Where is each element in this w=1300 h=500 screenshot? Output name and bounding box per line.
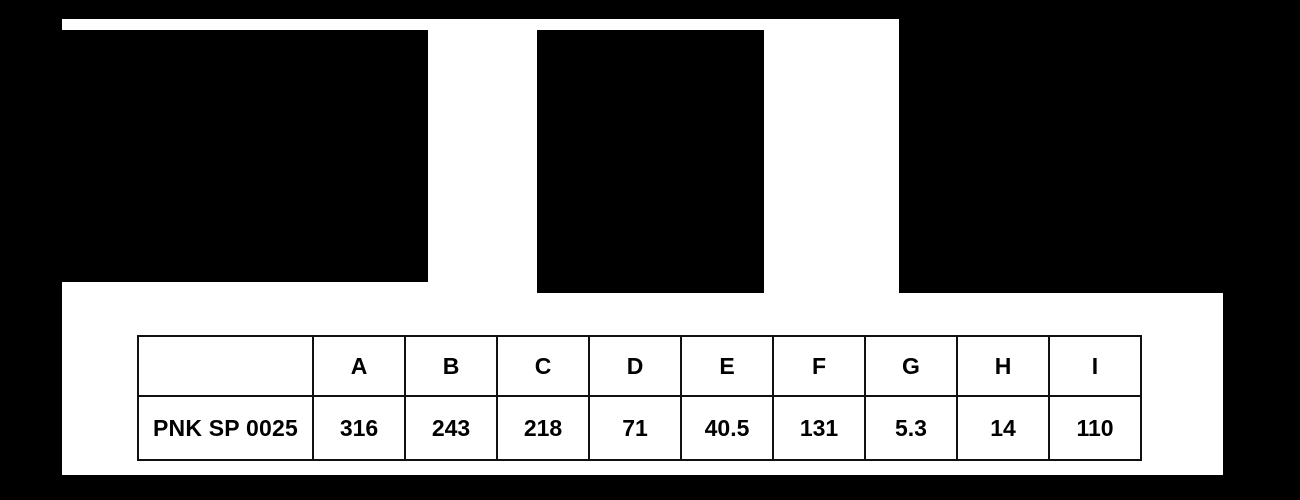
column-header-f: F (772, 335, 866, 397)
figure-gutter-right (764, 30, 899, 293)
column-header-h: H (956, 335, 1050, 397)
column-header-d: D (588, 335, 682, 397)
table-header-row: A B C D E F G H I (137, 335, 1142, 397)
cell-c: 218 (496, 395, 590, 461)
cell-h: 14 (956, 395, 1050, 461)
table-corner-header (137, 335, 314, 397)
cell-i: 110 (1048, 395, 1142, 461)
redacted-figure-panel-1 (62, 30, 428, 282)
redacted-figure-panel-2 (537, 30, 764, 293)
measurements-table: A B C D E F G H I PNK SP 0025 316 243 21… (137, 335, 1142, 461)
cell-b: 243 (404, 395, 498, 461)
column-header-e: E (680, 335, 774, 397)
table-row: PNK SP 0025 316 243 218 71 40.5 131 5.3 … (137, 395, 1142, 461)
column-header-b: B (404, 335, 498, 397)
figure-gutter-left (428, 30, 537, 282)
row-label-sample: PNK SP 0025 (137, 395, 314, 461)
cell-f: 131 (772, 395, 866, 461)
column-header-a: A (312, 335, 406, 397)
column-header-c: C (496, 335, 590, 397)
column-header-i: I (1048, 335, 1142, 397)
cell-g: 5.3 (864, 395, 958, 461)
column-header-g: G (864, 335, 958, 397)
cell-a: 316 (312, 395, 406, 461)
redacted-figure-panel-3 (899, 0, 1223, 293)
document-sheet-top-margin (62, 19, 899, 31)
cell-e: 40.5 (680, 395, 774, 461)
cell-d: 71 (588, 395, 682, 461)
